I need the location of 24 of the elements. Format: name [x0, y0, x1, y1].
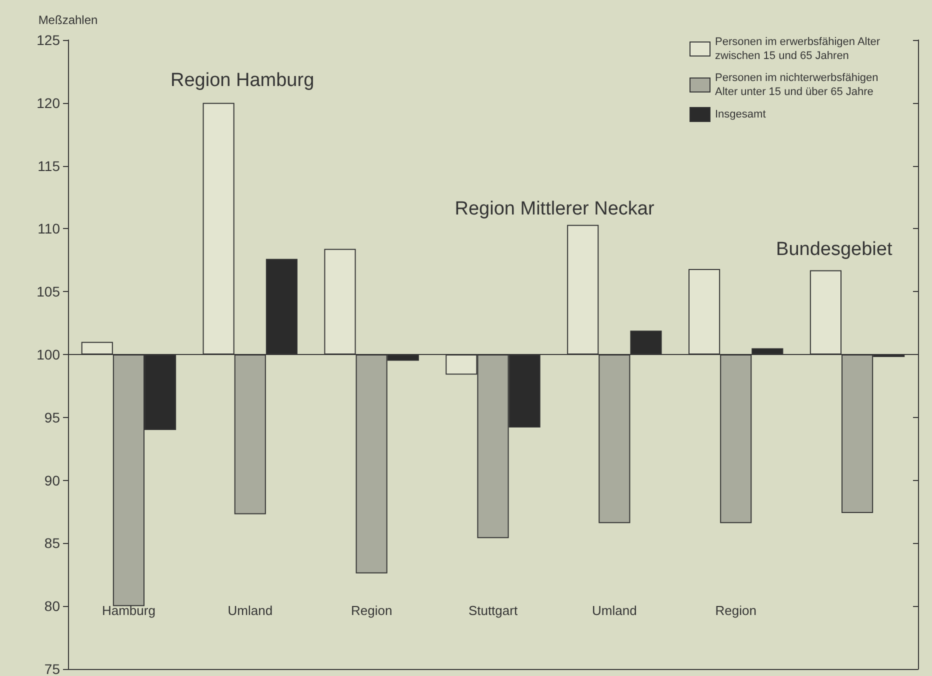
y-axis-title: Meßzahlen	[38, 13, 98, 27]
annotation: Bundesgebiet	[776, 238, 893, 260]
x-tick-label: Region	[715, 603, 756, 618]
x-tick-label: Region	[350, 603, 392, 618]
y-tick-label: 85	[44, 535, 60, 552]
x-tick-label: Umland	[228, 603, 273, 618]
legend-label: Personen im erwerbsfähigen Alter zwischen 15 und 65 Jahren	[715, 36, 884, 62]
y-tick-label: 120	[36, 94, 60, 111]
y-tick-label: 90	[44, 472, 60, 488]
annotation: Region Mittlerer Neckar	[454, 198, 655, 220]
y-tick-label: 125	[36, 32, 60, 48]
y-tick-label: 95	[44, 409, 60, 426]
legend-label: Personen im nichterwerbsfähigen Alter unter 15 und über 65 Jahre	[715, 72, 882, 98]
annotation: Region Hamburg	[170, 70, 314, 91]
y-tick-label: 105	[36, 284, 60, 300]
y-tick-label: 100	[36, 346, 60, 362]
y-tick-label: 80	[44, 598, 60, 614]
x-tick-label: Umland	[592, 603, 637, 618]
y-tick-label: 75	[44, 661, 60, 676]
x-tick-label: Hamburg	[102, 603, 156, 618]
y-tick-label: 110	[38, 220, 60, 237]
x-tick-label: Stuttgart	[468, 603, 518, 618]
y-tick-label: 115	[38, 158, 60, 174]
legend-label: Insgesamt	[715, 108, 766, 120]
